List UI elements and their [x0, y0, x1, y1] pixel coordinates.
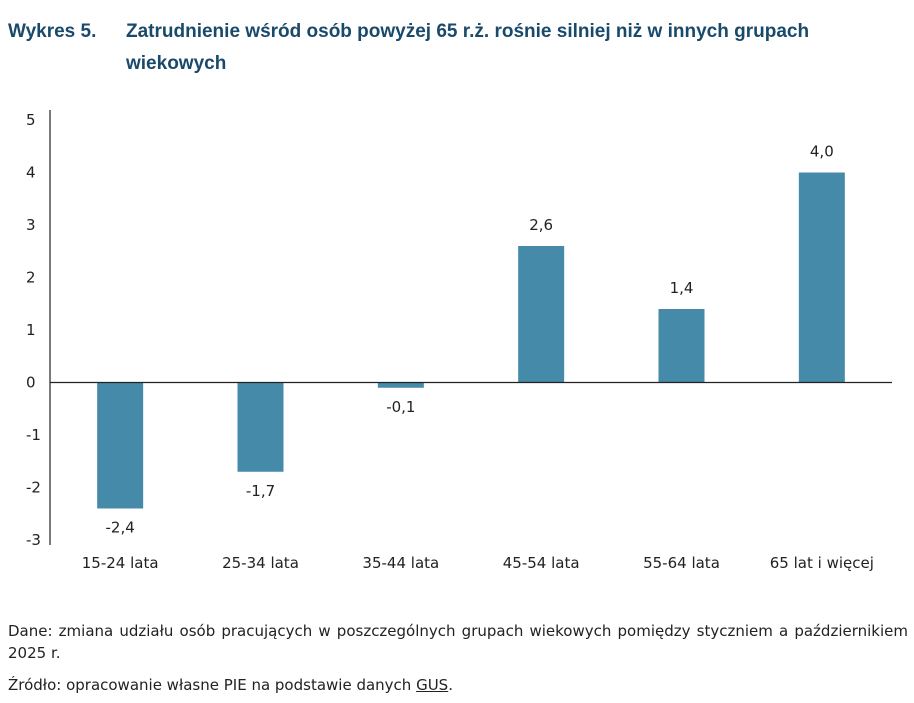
- y-tick-label: 0: [26, 374, 36, 392]
- data-labels: -2,4 -1,7 -0,1 2,6 1,4 4,0: [106, 143, 834, 537]
- data-label: -2,4: [106, 519, 135, 537]
- data-label: -1,7: [246, 482, 275, 500]
- bar-15-24-lata: [97, 382, 144, 509]
- chart-title-text: Zatrudnienie wśród osób powyżej 65 r.ż. …: [126, 21, 810, 74]
- bar-45-54-lata: [518, 246, 565, 383]
- chart-number: Wykres 5.: [8, 21, 97, 42]
- bars: [97, 172, 845, 509]
- y-tick-label: -2: [26, 479, 41, 497]
- bar-35-44-lata: [377, 382, 424, 388]
- data-note: Dane: zmiana udziału osób pracujących w …: [8, 622, 908, 662]
- bar-65-lat-i-więcej: [798, 172, 845, 383]
- source-prefix: Źródło: opracowanie własne PIE na podsta…: [8, 676, 417, 694]
- y-tick-label: 3: [26, 216, 36, 234]
- x-tick-label: 55-64 lata: [643, 554, 720, 572]
- y-tick-label: 2: [26, 269, 36, 287]
- y-tick-label: 4: [26, 164, 36, 182]
- data-label: 1,4: [670, 279, 694, 297]
- data-label: 4,0: [810, 143, 834, 161]
- y-axis-ticks: 5 4 3 2 1 0 -1 -2 -3: [26, 111, 41, 549]
- x-tick-label: 25-34 lata: [222, 554, 299, 572]
- source-link-gus[interactable]: GUS: [416, 676, 449, 694]
- source-note: Źródło: opracowanie własne PIE na podsta…: [8, 674, 908, 696]
- y-tick-label: 1: [26, 321, 36, 339]
- x-tick-label: 35-44 lata: [362, 554, 439, 572]
- data-label: 2,6: [529, 216, 553, 234]
- bar-chart: 5 4 3 2 1 0 -1 -2 -3 -2,4 -1,7 -0,1 2,6 1,4 4,0 15-24…: [26, 110, 892, 572]
- data-label: -0,1: [386, 398, 415, 416]
- y-tick-label: 5: [26, 111, 36, 129]
- x-tick-label: 65 lat i więcej: [770, 554, 874, 572]
- source-suffix: .: [448, 676, 453, 694]
- x-axis-ticks: 15-24 lata 25-34 lata 35-44 lata 45-54 lata…: [82, 554, 874, 572]
- x-tick-label: 45-54 lata: [503, 554, 580, 572]
- bar-25-34-lata: [237, 382, 284, 472]
- x-tick-label: 15-24 lata: [82, 554, 159, 572]
- y-tick-label: -1: [26, 426, 41, 444]
- y-tick-label: -3: [26, 531, 41, 549]
- bar-55-64-lata: [658, 309, 705, 383]
- chart-notes: Dane: zmiana udziału osób pracujących w …: [8, 620, 908, 696]
